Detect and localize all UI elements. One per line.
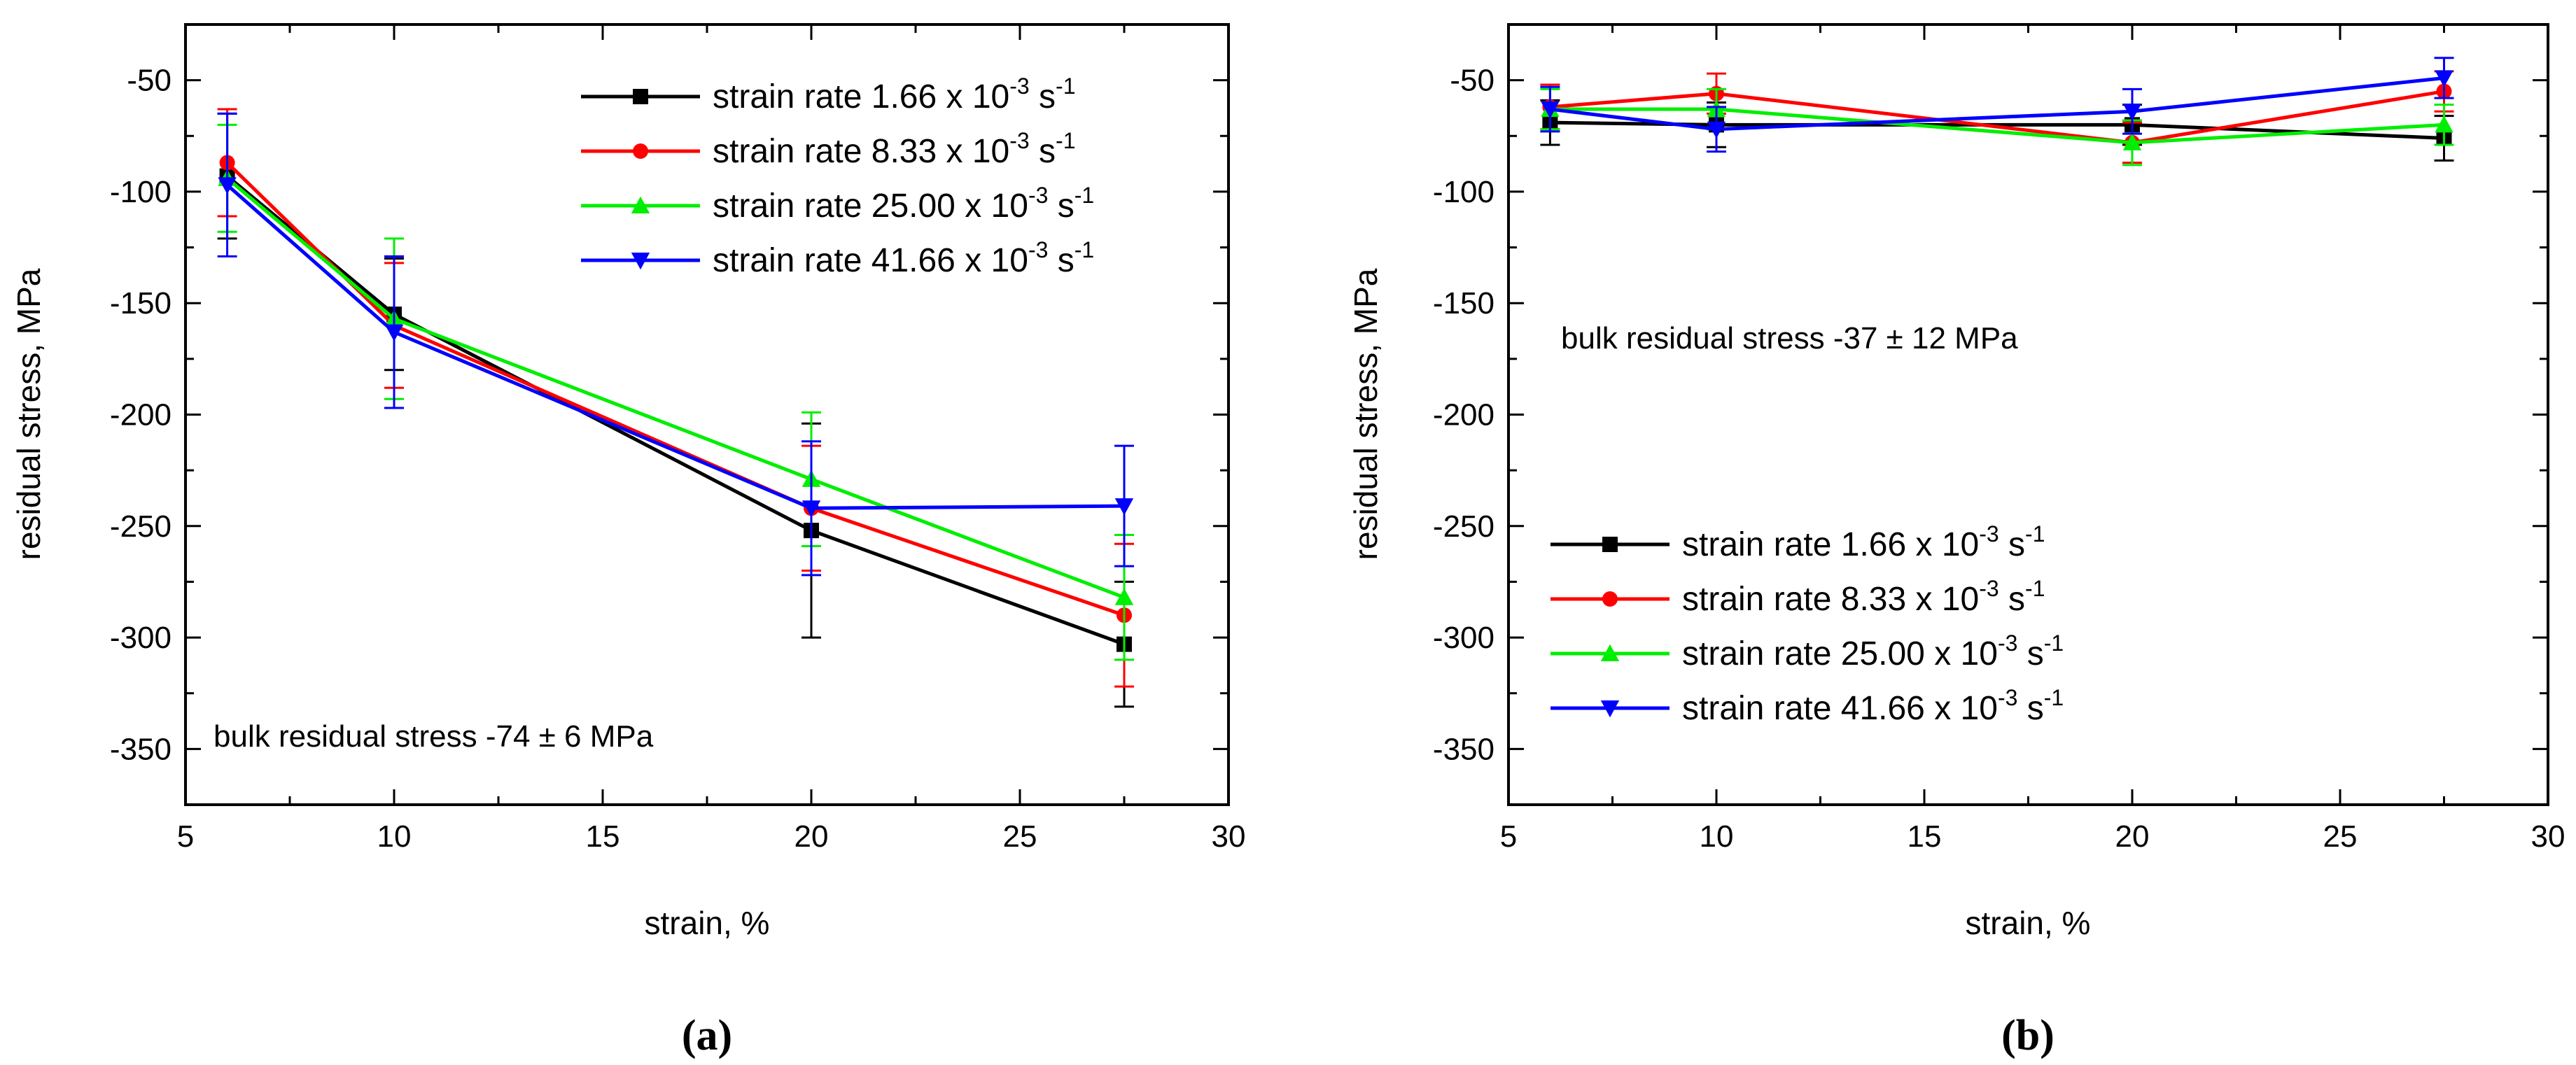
y-tick-label: -200 <box>110 398 172 432</box>
x-axis-title: strain, % <box>1966 905 2091 941</box>
legend-marker <box>633 89 648 104</box>
legend-label: strain rate 8.33 x 10-3 s-1 <box>1682 576 2045 618</box>
legend-marker <box>1600 644 1620 661</box>
data-point <box>2122 104 2142 121</box>
data-point <box>2122 133 2142 150</box>
legend-item: strain rate 1.66 x 10-3 s-1 <box>1550 521 2045 563</box>
legend-label: strain rate 1.66 x 10-3 s-1 <box>713 73 1076 115</box>
data-point <box>802 500 821 518</box>
legend-marker <box>633 143 648 159</box>
axis-ticks: 5 10 15 20 25 30 -50 -100 -150 -200 -250 -300 -350 <box>110 23 1246 854</box>
legend-item: strain rate 8.33 x 10-3 s-1 <box>581 128 1076 170</box>
y-tick-label: -100 <box>1433 175 1494 209</box>
data-point <box>2435 115 2454 133</box>
legend-item: strain rate 41.66 x 10-3 s-1 <box>1550 685 2064 727</box>
y-axis-title: residual stress, MPa <box>10 268 47 560</box>
legend: strain rate 1.66 x 10-3 s-1 strain rate 8… <box>1550 521 2064 727</box>
y-tick-label: -300 <box>110 621 172 655</box>
series-line <box>225 183 1125 510</box>
legend-label: strain rate 41.66 x 10-3 s-1 <box>1682 685 2064 727</box>
y-tick-label: -350 <box>110 732 172 766</box>
legend-label: strain rate 41.66 x 10-3 s-1 <box>713 237 1094 279</box>
data-point <box>1707 121 1726 139</box>
x-tick-label: 25 <box>2323 819 2358 854</box>
panel-label: (b) <box>2001 1012 2054 1059</box>
series-41-66 <box>217 112 1134 577</box>
legend-marker <box>631 253 650 270</box>
legend: strain rate 1.66 x 10-3 s-1 strain rate 8… <box>581 73 1094 279</box>
y-tick-label: -50 <box>1450 64 1494 98</box>
data-point <box>1541 101 1560 119</box>
series-41-66 <box>1540 57 2454 153</box>
legend-item: strain rate 8.33 x 10-3 s-1 <box>1550 576 2045 618</box>
y-axis-title: residual stress, MPa <box>1348 268 1384 560</box>
legend-marker <box>1600 700 1620 718</box>
x-tick-label: 5 <box>1500 819 1517 854</box>
x-tick-label: 30 <box>1212 819 1246 854</box>
y-tick-label: -350 <box>1433 732 1494 766</box>
chart-panel-a: 5 10 15 20 25 30 -50 -100 -150 -200 -250 -300 -350 s… <box>10 23 1246 1059</box>
data-point <box>384 324 404 341</box>
annotation-bulk-stress: bulk residual stress -74 ± 6 MPa <box>214 719 654 754</box>
legend-item: strain rate 25.00 x 10-3 s-1 <box>1550 630 2064 672</box>
legend-item: strain rate 41.66 x 10-3 s-1 <box>581 237 1094 279</box>
series-line <box>225 161 1125 617</box>
series-25-00 <box>217 123 1134 661</box>
y-tick-label: -150 <box>110 286 172 320</box>
x-axis-title: strain, % <box>645 905 770 941</box>
x-tick-label: 15 <box>586 819 620 854</box>
legend-label: strain rate 25.00 x 10-3 s-1 <box>1682 630 2064 672</box>
annotation-bulk-stress: bulk residual stress -37 ± 12 MPa <box>1561 321 2018 355</box>
y-tick-label: -50 <box>127 64 172 98</box>
legend-item: strain rate 25.00 x 10-3 s-1 <box>581 183 1094 225</box>
x-tick-label: 10 <box>377 819 412 854</box>
series-line <box>1550 76 2444 132</box>
legend-item: strain rate 1.66 x 10-3 s-1 <box>581 73 1076 115</box>
x-tick-label: 30 <box>2531 819 2566 854</box>
x-tick-label: 5 <box>177 819 194 854</box>
data-point <box>2435 70 2454 87</box>
series-line <box>1550 107 2444 145</box>
legend-label: strain rate 1.66 x 10-3 s-1 <box>1682 521 2045 563</box>
x-tick-label: 10 <box>1700 819 1734 854</box>
x-tick-label: 15 <box>1907 819 1942 854</box>
y-tick-label: -300 <box>1433 621 1494 655</box>
y-tick-label: -200 <box>1433 398 1494 432</box>
axis-ticks: 5 10 15 20 25 30 -50 -100 -150 -200 -250 -300 -350 <box>1433 23 2566 854</box>
x-tick-label: 20 <box>794 819 829 854</box>
series-group <box>217 108 1134 708</box>
legend-label: strain rate 8.33 x 10-3 s-1 <box>713 128 1076 170</box>
plot-area-border <box>1507 23 2549 806</box>
data-point <box>1114 588 1134 605</box>
series-group <box>1540 57 2454 167</box>
x-tick-label: 20 <box>2115 819 2150 854</box>
y-tick-label: -250 <box>1433 509 1494 544</box>
x-tick-label: 25 <box>1003 819 1037 854</box>
legend-label: strain rate 25.00 x 10-3 s-1 <box>713 183 1094 225</box>
data-point <box>1114 498 1134 516</box>
data-point <box>218 177 237 195</box>
chart-panel-b: 5 10 15 20 25 30 -50 -100 -150 -200 -250 -300 -350 s… <box>1348 23 2566 1059</box>
series-line <box>1550 90 2444 145</box>
legend-marker <box>1602 537 1618 552</box>
plot-frame <box>1507 23 2549 806</box>
legend-marker <box>1602 591 1618 607</box>
y-tick-label: -100 <box>110 175 172 209</box>
y-tick-label: -150 <box>1433 286 1494 320</box>
series-line <box>225 176 1125 600</box>
panel-label: (a) <box>682 1012 732 1059</box>
y-tick-label: -250 <box>110 509 172 544</box>
legend-marker <box>631 196 650 213</box>
